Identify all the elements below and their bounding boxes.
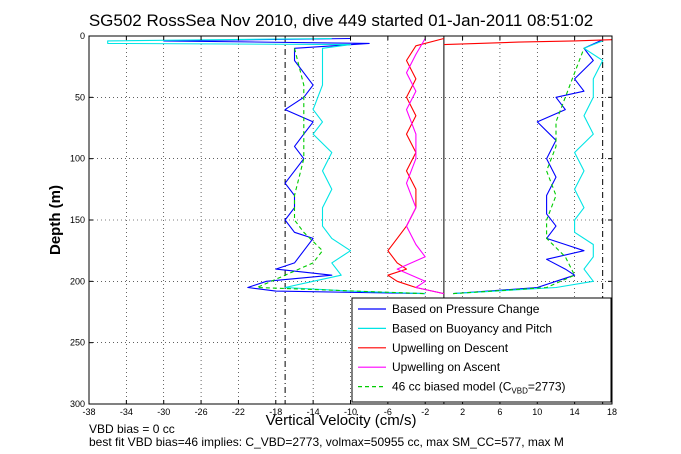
legend-label: Based on Pressure Change	[392, 302, 540, 316]
legend-label: Upwelling on Descent	[392, 341, 509, 355]
grid	[89, 36, 612, 404]
legend: Based on Pressure Change Based on Buoyanc…	[351, 297, 612, 403]
x-tick-label: 6	[497, 407, 502, 417]
series-line	[443, 39, 613, 46]
y-tick-label: 100	[70, 154, 85, 164]
x-tick-label: -10	[344, 407, 357, 417]
x-tick-label: 14	[570, 407, 580, 417]
legend-label: Based on Buoyancy and Pitch	[392, 321, 552, 335]
y-tick-label: 50	[75, 92, 85, 102]
x-axis-label: Vertical Velocity (cm/s)	[266, 412, 417, 429]
footer-line-1: VBD bias = 0 cc	[89, 422, 175, 436]
series-line	[453, 39, 603, 295]
x-axis: -38 -34 -30 -26 -22 -18 -14 -10 -6 -2 2 6 10 14 18	[82, 36, 617, 417]
x-tick-label: -2	[421, 407, 429, 417]
x-tick-label: -18	[269, 407, 282, 417]
series-line	[396, 38, 445, 295]
series-line	[107, 37, 426, 295]
y-axis: 0 50 100 150 200 250 300	[70, 31, 612, 409]
x-tick-label: -6	[384, 407, 392, 417]
legend-box	[351, 297, 612, 403]
x-tick-label: 18	[607, 407, 617, 417]
x-tick-label: -34	[120, 407, 133, 417]
y-tick-label: 200	[70, 276, 85, 286]
footer-line-2: best fit VBD bias=46 implies: C_VBD=2773…	[89, 435, 564, 449]
chart-title: SG502 RossSea Nov 2010, dive 449 started…	[89, 11, 593, 30]
x-tick-label: 10	[532, 407, 542, 417]
y-tick-label: 0	[80, 31, 85, 41]
y-tick-label: 250	[70, 338, 85, 348]
y-tick-label: 150	[70, 215, 85, 225]
y-tick-label: 300	[70, 399, 85, 409]
series-line	[453, 40, 604, 295]
series-line	[256, 48, 426, 295]
x-tick-label: -22	[232, 407, 245, 417]
x-tick-label: -26	[195, 407, 208, 417]
series-line	[163, 37, 426, 295]
series-line	[387, 37, 445, 295]
legend-label: 46 cc biased model (CVBD=2773)	[392, 380, 566, 396]
x-tick-label: -14	[307, 407, 320, 417]
series-group	[107, 37, 613, 295]
x-tick-label: -30	[157, 407, 170, 417]
x-tick-label: -38	[82, 407, 95, 417]
y-axis-label: Depth (m)	[47, 185, 64, 255]
x-tick-label: 2	[460, 407, 465, 417]
legend-label: Upwelling on Ascent	[392, 360, 501, 374]
